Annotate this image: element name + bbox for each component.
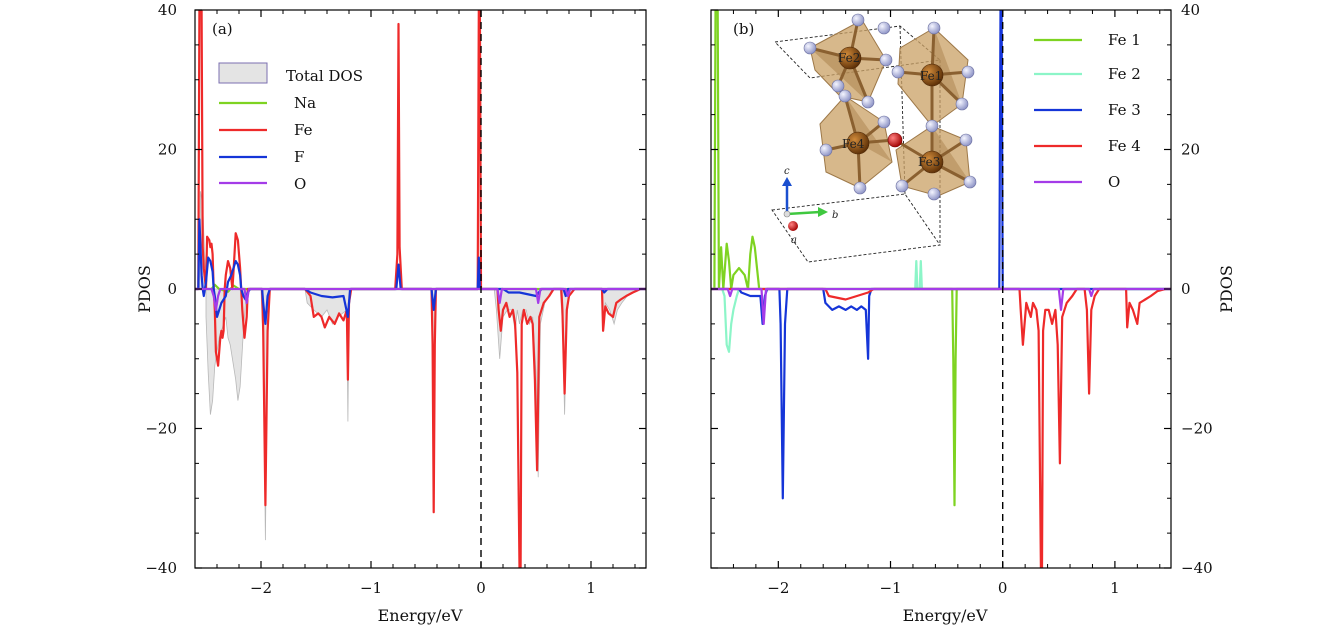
legend-label-fe3: Fe 3 [1108, 101, 1141, 119]
series-line-f-a [195, 218, 646, 325]
y-tick-label-a: −20 [145, 420, 177, 438]
panel-b-label: (b) [733, 20, 754, 38]
y-tick-label-a: 40 [158, 1, 177, 19]
legend-label-total-dos: Total DOS [286, 67, 363, 85]
axis-a-label: a [791, 235, 797, 246]
panel-b-axes: −2 −1 0 1 −40 −20 0 20 40 [710, 1, 1213, 597]
panel-a-axes: −2 −1 0 1 −40 −20 0 20 40 [145, 1, 646, 597]
legend-swatch-total-dos [218, 62, 268, 84]
panel-b-ylabel: PDOS [1217, 265, 1236, 313]
panel-b-xlabel: Energy/eV [903, 606, 988, 625]
axis-c-label: c [784, 166, 790, 177]
legend-label-f: F [294, 148, 304, 166]
series-line-o-a [195, 287, 646, 311]
atom-label-fe2: Fe2 [838, 51, 860, 65]
axis-b-arrow [786, 210, 821, 216]
panel-a-xlabel: Energy/eV [378, 606, 463, 625]
axis-c-arrowhead [782, 177, 792, 186]
series-line-fe-2-b [711, 260, 1171, 353]
panel-b-data [711, 10, 1171, 568]
y-tick-label-a: −40 [145, 559, 177, 577]
legend-label-fe4: Fe 4 [1108, 137, 1141, 155]
crystal-structure-inset: Fe2 Fe1 Fe4 Fe3 c b a [771, 13, 977, 263]
axis-origin [783, 210, 791, 218]
legend-a: Total DOS Na Fe F O [218, 62, 363, 193]
iron-atoms [838, 46, 944, 174]
panel-a-label: (a) [212, 20, 233, 38]
y-tick-label-a: 20 [158, 141, 177, 159]
atom-label-fe1: Fe1 [920, 69, 942, 83]
panel-a-data [195, 10, 646, 568]
legend-label-na: Na [294, 94, 316, 112]
x-tick-label-a: −1 [360, 579, 382, 597]
atom-oxygen [887, 132, 903, 148]
legend-label-fe1: Fe 1 [1108, 31, 1141, 49]
y-tick-label-b: 40 [1181, 1, 1200, 19]
x-tick-label-b: 0 [998, 579, 1008, 597]
series-line-o-b [711, 287, 1171, 325]
atom-fe4 [846, 131, 870, 155]
fluorine-atoms [803, 13, 977, 201]
x-tick-label-a: 1 [586, 579, 596, 597]
legend-b: Fe 1 Fe 2 Fe 3 Fe 4 O [1034, 31, 1141, 191]
axis-b-arrowhead [818, 207, 828, 217]
legend-label-fe2: Fe 2 [1108, 65, 1141, 83]
axis-b-label: b [832, 210, 838, 221]
x-tick-label-b: 1 [1110, 579, 1120, 597]
x-tick-label-b: −1 [879, 579, 901, 597]
legend-label-o: O [294, 175, 306, 193]
y-tick-label-b: 0 [1181, 280, 1191, 298]
atom-fe1 [920, 63, 944, 87]
y-tick-label-a: 0 [167, 280, 177, 298]
x-tick-label-a: −2 [250, 579, 272, 597]
crystal-axes: c b a [782, 166, 838, 246]
x-tick-label-b: −2 [767, 579, 789, 597]
legend-label-o-b: O [1108, 173, 1120, 191]
atom-fe3 [920, 150, 944, 174]
panel-a-ylabel: PDOS [135, 265, 154, 313]
series-line-fe-4-b [711, 287, 1171, 568]
atom-label-fe3: Fe3 [918, 155, 940, 169]
dos-panel-b: −2 −1 0 1 −40 −20 0 20 40 (b) Energy/eV PDOS Fe … [710, 1, 1236, 625]
atom-fe2 [838, 46, 862, 70]
axis-a-marker [788, 221, 798, 231]
y-tick-label-b: −20 [1181, 420, 1213, 438]
legend-label-fe: Fe [294, 121, 313, 139]
x-tick-label-a: 0 [476, 579, 486, 597]
y-tick-label-b: −40 [1181, 559, 1213, 577]
y-tick-label-b: 20 [1181, 141, 1200, 159]
atom-label-fe4: Fe4 [842, 137, 865, 151]
dos-panel-a: −2 −1 0 1 −40 −20 0 20 40 (a) Energy/eV PDOS Tot… [135, 1, 647, 625]
